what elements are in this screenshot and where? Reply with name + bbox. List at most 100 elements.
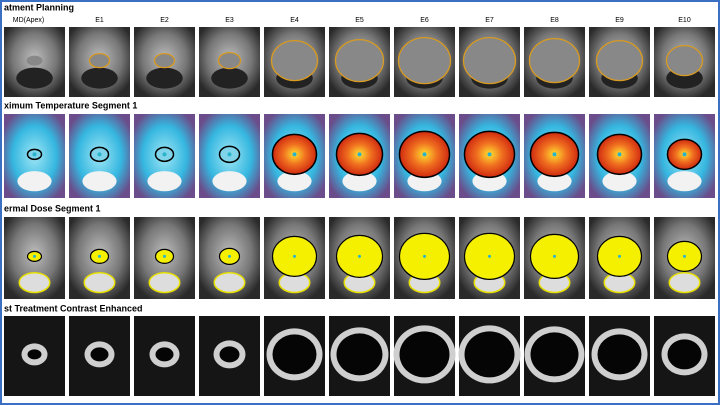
catheter: [487, 152, 492, 157]
image-cell: [4, 27, 65, 97]
column-label: MD(Apex): [13, 17, 45, 24]
tissue: [16, 67, 53, 89]
image-cell: [329, 27, 390, 97]
column-label: E9: [615, 17, 624, 24]
image-cell: [69, 114, 130, 198]
column-label: E7: [485, 17, 494, 24]
target-contour: [153, 52, 176, 69]
column-label: E1: [95, 17, 104, 24]
image-cell: [4, 316, 65, 396]
catheter: [358, 254, 361, 258]
image-cell: [393, 316, 456, 396]
image-cell: [199, 114, 260, 198]
catheter: [357, 152, 362, 157]
catheter: [617, 152, 622, 157]
image-cell: [264, 114, 325, 198]
column-label: E2: [160, 17, 169, 24]
target-contour: [462, 36, 517, 85]
catheter: [97, 152, 102, 157]
prostate: [596, 40, 643, 81]
image-cell: [264, 27, 325, 97]
catheter: [32, 152, 37, 157]
non-perfused-volume: [464, 331, 515, 378]
prostate: [335, 39, 384, 82]
image-cell: [199, 316, 260, 396]
column-label: E6: [420, 17, 429, 24]
column-label: E10: [678, 17, 691, 24]
image-cell: [69, 27, 130, 97]
image-cell: [654, 27, 715, 97]
tissue: [148, 272, 181, 294]
non-perfused-volume: [155, 347, 174, 362]
image-cell: [458, 316, 521, 396]
image-cell: [134, 316, 195, 396]
catheter: [423, 254, 426, 258]
image-cell: [264, 316, 325, 396]
image-cell: [459, 27, 520, 97]
image-cell: [329, 114, 390, 198]
image-cell: [459, 217, 520, 299]
row-title: ximum Temperature Segment 1: [4, 100, 137, 110]
tissue: [83, 272, 116, 294]
target-contour: [217, 51, 242, 70]
catheter: [683, 254, 686, 258]
tissue: [18, 272, 51, 294]
image-cell: [69, 316, 130, 396]
target-contour: [665, 44, 704, 77]
column-label: E5: [355, 17, 364, 24]
image-cell: [199, 27, 260, 97]
catheter: [228, 254, 231, 258]
prostate: [26, 55, 43, 66]
catheter: [422, 152, 427, 157]
image-cell: [394, 27, 455, 97]
tissue: [17, 171, 52, 192]
image-cell: [589, 217, 650, 299]
tissue: [668, 272, 701, 294]
prostate: [154, 53, 175, 68]
catheter: [488, 254, 491, 258]
prostate: [218, 52, 241, 69]
column-label: E3: [225, 17, 234, 24]
catheter: [682, 152, 687, 157]
tissue: [602, 171, 637, 192]
tissue: [212, 171, 247, 192]
image-cell: [524, 316, 585, 396]
target-contour: [270, 39, 319, 82]
image-cell: [4, 114, 65, 198]
image-cell: [589, 114, 650, 198]
column-label: E4: [290, 17, 299, 24]
image-cell: [134, 27, 195, 97]
tissue: [147, 171, 182, 192]
non-perfused-volume: [667, 339, 702, 370]
image-cell: [394, 217, 455, 299]
row-title: ermal Dose Segment 1: [4, 203, 101, 213]
image-cell: [4, 217, 65, 299]
prostate: [89, 53, 110, 68]
tissue: [146, 67, 183, 89]
catheter: [552, 152, 557, 157]
image-cell: [654, 316, 715, 396]
prostate: [529, 38, 580, 83]
image-cell: [524, 114, 585, 198]
image-cell: [134, 217, 195, 299]
column-label: E8: [550, 17, 559, 24]
image-cell: [329, 316, 390, 396]
image-cell: [589, 27, 650, 97]
prostate: [666, 45, 703, 76]
target-contour: [397, 36, 452, 85]
tissue: [342, 171, 377, 192]
image-cell: [459, 114, 520, 198]
image-cell: [524, 27, 585, 97]
non-perfused-volume: [597, 334, 642, 375]
image-cell: [394, 114, 455, 198]
target-contour: [595, 39, 644, 82]
non-perfused-volume: [90, 347, 109, 362]
non-perfused-volume: [336, 333, 383, 376]
image-cell: [524, 217, 585, 299]
target-contour: [88, 52, 111, 69]
image-cell: [69, 217, 130, 299]
non-perfused-volume: [219, 346, 240, 363]
catheter: [227, 152, 232, 157]
tissue: [277, 171, 312, 192]
